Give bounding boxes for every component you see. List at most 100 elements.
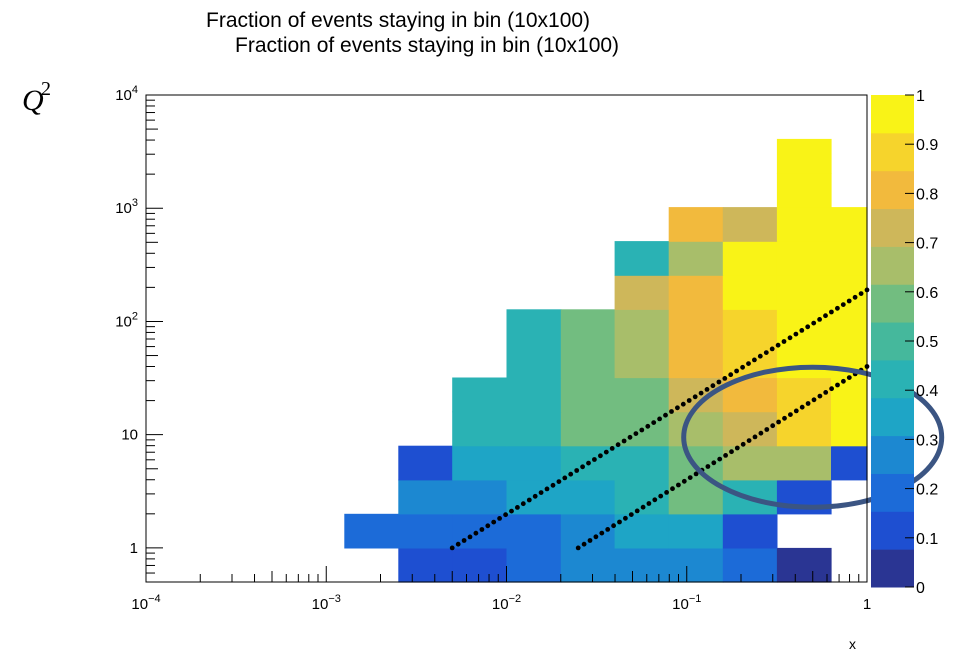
x-tick-label: 10−1 bbox=[672, 593, 701, 613]
heatmap-cell bbox=[831, 411, 868, 447]
overlay-line-point bbox=[781, 339, 787, 344]
palette-swatch bbox=[871, 170, 914, 210]
overlay-line-point bbox=[503, 512, 508, 518]
heatmap-cell bbox=[831, 309, 868, 344]
overlay-line-point bbox=[717, 456, 723, 462]
heatmap-cell bbox=[722, 513, 778, 549]
overlay-line-point bbox=[562, 475, 568, 481]
overlay-line-point bbox=[658, 493, 664, 499]
overlay-line-point bbox=[835, 305, 840, 311]
overlay-line-point bbox=[799, 404, 805, 410]
overlay-line-point bbox=[605, 527, 611, 532]
overlay-line-point bbox=[788, 412, 793, 417]
palette-label: 0.4 bbox=[916, 383, 938, 400]
overlay-line-point bbox=[455, 541, 461, 547]
heatmap-cell bbox=[831, 207, 868, 242]
overlay-line-point bbox=[663, 412, 668, 418]
heatmap-cell bbox=[560, 479, 616, 515]
overlay-line-point bbox=[805, 324, 811, 330]
heatmap-cell bbox=[614, 377, 670, 413]
overlay-line-point bbox=[846, 298, 852, 304]
x-tick-label: 1 bbox=[863, 596, 871, 613]
overlay-line-point bbox=[611, 523, 616, 529]
overlay-line-point bbox=[675, 405, 680, 411]
palette-swatch bbox=[871, 246, 914, 285]
palette-swatch bbox=[871, 397, 914, 437]
overlay-line-point bbox=[852, 294, 858, 300]
heatmap-cells bbox=[344, 138, 868, 583]
overlay-line-point bbox=[740, 364, 745, 370]
y-tick-label: 102 bbox=[115, 310, 138, 330]
overlay-line-point bbox=[538, 490, 544, 495]
overlay-line-point bbox=[782, 415, 787, 421]
overlay-line-point bbox=[617, 519, 622, 525]
overlay-line-point bbox=[710, 383, 716, 389]
palette-swatch bbox=[871, 208, 914, 247]
overlay-line-point bbox=[716, 379, 722, 385]
overlay-line-point bbox=[652, 497, 658, 503]
overlay-line-point bbox=[687, 475, 693, 480]
overlay-line-point bbox=[841, 378, 846, 384]
heatmap-cell bbox=[560, 343, 616, 379]
overlay-line-point bbox=[680, 401, 686, 407]
overlay-line-point bbox=[729, 449, 734, 455]
heatmap-cell bbox=[776, 547, 832, 583]
overlay-line-point bbox=[526, 497, 532, 503]
y-tick-label: 10 bbox=[121, 427, 138, 444]
palette-swatch bbox=[871, 473, 914, 512]
heatmap-cell bbox=[722, 275, 778, 310]
x-tick-label: 10−3 bbox=[312, 593, 341, 613]
overlay-line-point bbox=[574, 468, 580, 473]
overlay-line-point bbox=[734, 445, 740, 451]
overlay-line-point bbox=[722, 376, 728, 381]
overlay-line-point bbox=[705, 464, 711, 469]
heatmap-cell bbox=[831, 241, 868, 276]
overlay-line-point bbox=[575, 545, 581, 551]
overlay-line-point bbox=[711, 460, 717, 466]
overlay-line-point bbox=[686, 398, 692, 403]
palette-swatch bbox=[871, 511, 914, 550]
palette-swatch bbox=[871, 359, 914, 399]
overlay-line-point bbox=[823, 390, 829, 395]
heatmap-cell bbox=[560, 411, 616, 447]
overlay-line-point bbox=[550, 482, 556, 488]
heatmap-cell bbox=[722, 241, 778, 276]
palette-label: 0.3 bbox=[916, 432, 938, 449]
overlay-line-point bbox=[817, 393, 823, 399]
heatmap-cell bbox=[398, 445, 453, 481]
overlay-line-point bbox=[491, 519, 497, 525]
overlay-line-point bbox=[593, 534, 599, 540]
overlay-line-point bbox=[467, 534, 473, 540]
overlay-line-point bbox=[723, 453, 728, 458]
annotation-layer bbox=[681, 364, 945, 510]
heatmap-cell bbox=[831, 445, 868, 481]
color-palette: 1 0.9 0.8 0.7 0.6 0.5 0.4 0.3 0.2 0.1 0 bbox=[871, 88, 938, 597]
overlay-line-point bbox=[497, 516, 502, 521]
overlay-line-point bbox=[520, 501, 526, 507]
overlay-line-point bbox=[793, 408, 799, 414]
y-tick-label: 104 bbox=[115, 84, 138, 104]
overlay-line-point bbox=[646, 501, 652, 506]
overlay-line-point bbox=[581, 541, 587, 547]
heatmap-cell bbox=[668, 547, 724, 583]
chart-title: Fraction of events staying in bin (10x10… bbox=[206, 9, 590, 32]
overlay-line-point bbox=[627, 434, 633, 440]
y-axis-label-superscript: 2 bbox=[41, 78, 51, 100]
heatmap-cell bbox=[452, 547, 508, 583]
annotation-ellipse bbox=[681, 364, 945, 510]
y-axis: 1 10 102 103 104 bbox=[115, 84, 163, 583]
palette-swatch bbox=[871, 132, 914, 172]
overlay-line-point bbox=[829, 386, 834, 392]
overlay-line-point bbox=[485, 523, 491, 529]
heatmap-cell bbox=[614, 513, 670, 549]
heatmap-cell bbox=[560, 309, 616, 344]
overlay-line-point bbox=[775, 342, 781, 348]
overlay-line-point bbox=[692, 394, 698, 400]
overlay-line-point bbox=[757, 353, 763, 359]
overlay-line-point bbox=[568, 471, 574, 477]
heatmap-cell bbox=[452, 411, 508, 447]
overlay-line-point bbox=[544, 486, 550, 492]
overlay-line-point bbox=[515, 505, 520, 510]
overlay-line-point bbox=[628, 512, 634, 517]
